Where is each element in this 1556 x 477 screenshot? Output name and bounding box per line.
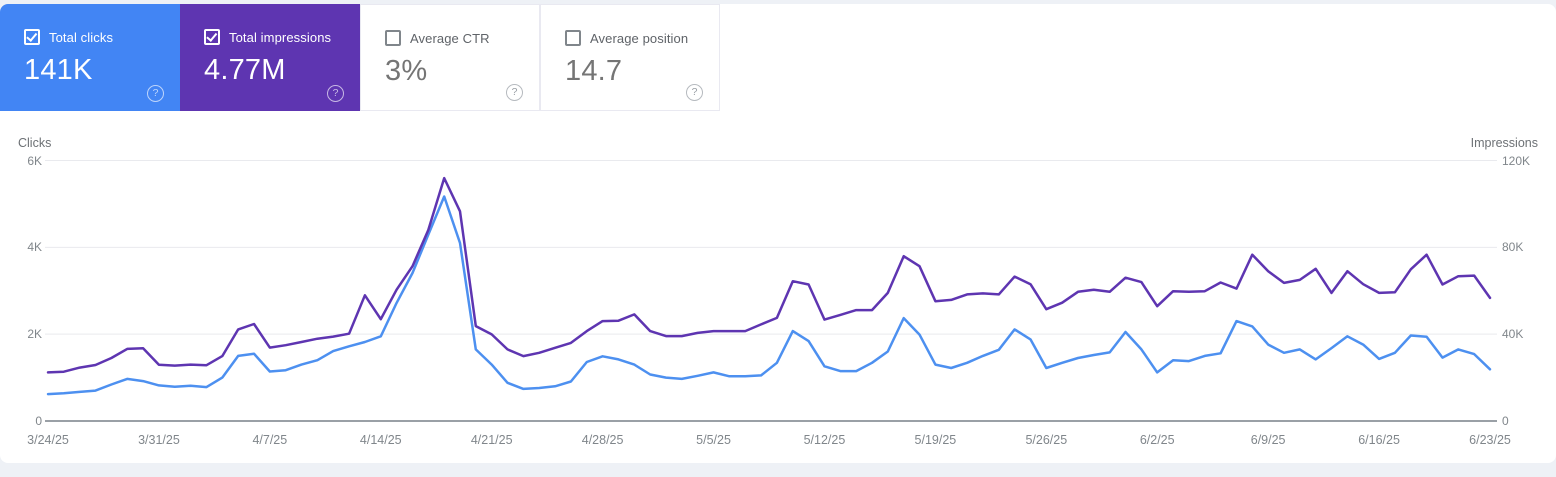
right-y-tick-label: 80K bbox=[1502, 240, 1524, 255]
metric-value: 4.77M bbox=[204, 54, 286, 86]
x-tick-label: 6/16/25 bbox=[1358, 433, 1400, 447]
metric-label: Total clicks bbox=[49, 29, 114, 45]
x-tick-label: 5/19/25 bbox=[914, 433, 957, 447]
x-tick-label: 4/28/25 bbox=[581, 433, 624, 447]
help-icon[interactable] bbox=[506, 84, 523, 101]
metric-value: 14.7 bbox=[565, 55, 623, 87]
checkbox-average-position[interactable] bbox=[565, 30, 581, 46]
line-total-clicks bbox=[46, 195, 1492, 396]
left-y-tick-label: 6K bbox=[27, 153, 42, 168]
left-axis-title: Clicks bbox=[18, 136, 52, 150]
help-icon[interactable] bbox=[686, 84, 703, 101]
x-tick-label: 3/31/25 bbox=[138, 433, 180, 447]
x-tick-label: 4/21/25 bbox=[470, 433, 513, 447]
help-icon[interactable] bbox=[147, 85, 164, 102]
metric-label: Average position bbox=[590, 30, 689, 46]
card-average-position[interactable]: Average position 14.7 bbox=[540, 4, 720, 111]
card-average-ctr[interactable]: Average CTR 3% bbox=[360, 4, 540, 111]
metric-value: 141K bbox=[24, 54, 93, 86]
checkbox-total-impressions[interactable] bbox=[204, 29, 220, 45]
x-tick-label: 4/7/25 bbox=[252, 433, 288, 447]
metric-value: 3% bbox=[385, 55, 428, 87]
line-total-impressions bbox=[46, 176, 1492, 374]
left-y-tick-label: 2K bbox=[27, 327, 42, 342]
performance-chart[interactable]: Clicks Impressions 6K 4K 2K 0 120K 80K 40K 0 3… bbox=[0, 4, 1556, 463]
right-y-tick-label: 120K bbox=[1502, 153, 1531, 168]
performance-panel: Total clicks 141K Total impressions 4.77… bbox=[0, 4, 1556, 463]
right-y-tick-label: 40K bbox=[1502, 327, 1524, 342]
left-y-tick-label: 0 bbox=[35, 414, 42, 428]
metric-cards-row: Total clicks 141K Total impressions 4.77… bbox=[0, 4, 720, 111]
checkbox-average-ctr[interactable] bbox=[385, 30, 401, 46]
help-icon[interactable] bbox=[327, 85, 344, 102]
x-tick-label: 3/24/25 bbox=[27, 433, 69, 447]
x-tick-label: 4/14/25 bbox=[359, 433, 402, 447]
x-tick-label: 5/5/25 bbox=[696, 433, 731, 447]
chart-plot bbox=[45, 160, 1497, 422]
x-tick-label: 6/9/25 bbox=[1250, 433, 1286, 447]
x-tick-label: 5/26/25 bbox=[1025, 433, 1068, 447]
x-tick-label: 6/23/25 bbox=[1469, 433, 1511, 447]
x-tick-label: 6/2/25 bbox=[1139, 433, 1175, 447]
x-tick-label: 5/12/25 bbox=[803, 433, 846, 447]
left-y-tick-label: 4K bbox=[27, 240, 42, 255]
metric-label: Average CTR bbox=[410, 30, 490, 46]
metric-label: Total impressions bbox=[229, 29, 332, 45]
checkbox-total-clicks[interactable] bbox=[24, 29, 40, 45]
right-axis-title: Impressions bbox=[1470, 136, 1538, 150]
right-y-tick-label: 0 bbox=[1502, 414, 1509, 428]
card-total-clicks[interactable]: Total clicks 141K bbox=[0, 4, 180, 111]
card-total-impressions[interactable]: Total impressions 4.77M bbox=[180, 4, 360, 111]
